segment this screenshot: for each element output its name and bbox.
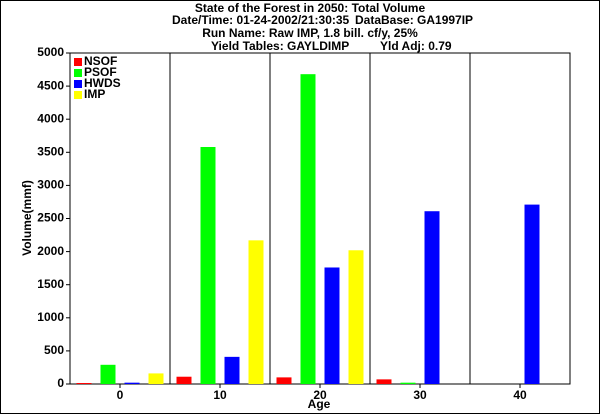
legend-label: HWDS bbox=[84, 76, 121, 90]
bar bbox=[176, 376, 192, 384]
y-tick-label: 1000 bbox=[37, 310, 64, 324]
chart-title: State of the Forest in 2050: Total Volum… bbox=[195, 1, 426, 15]
y-tick-label: 4500 bbox=[37, 78, 64, 92]
y-tick-label: 3500 bbox=[37, 144, 64, 158]
bar bbox=[124, 382, 140, 384]
bar bbox=[424, 211, 440, 384]
legend-label: NSOF bbox=[84, 54, 117, 68]
x-tick-label: 30 bbox=[413, 388, 427, 402]
y-tick-label: 4000 bbox=[37, 111, 64, 125]
legend-label: PSOF bbox=[84, 65, 117, 79]
bar bbox=[148, 373, 164, 384]
info-text: Run Name: Raw IMP, 1.8 bill. cf/y, 25% bbox=[202, 26, 418, 40]
bar bbox=[248, 240, 264, 384]
info-text: DataBase: GA1997IP bbox=[355, 13, 473, 27]
legend-swatch bbox=[74, 91, 82, 99]
y-axis-label: Volume(mmf) bbox=[20, 180, 34, 256]
x-tick-label: 0 bbox=[117, 388, 124, 402]
x-tick-label: 10 bbox=[213, 388, 227, 402]
legend-label: IMP bbox=[84, 87, 105, 101]
bar bbox=[100, 364, 116, 384]
info-text: Yld Adj: 0.79 bbox=[380, 39, 452, 53]
y-tick-label: 500 bbox=[44, 343, 64, 357]
bar bbox=[300, 74, 316, 385]
info-text: Yield Tables: GAYLDIMP bbox=[211, 39, 349, 53]
y-tick-label: 2500 bbox=[37, 211, 64, 225]
y-tick-label: 0 bbox=[57, 376, 64, 390]
legend-swatch bbox=[74, 58, 82, 66]
bar bbox=[324, 267, 340, 384]
bar bbox=[348, 250, 364, 384]
info-text: Date/Time: 01-24-2002/21:30:35 bbox=[172, 13, 350, 27]
legend-swatch bbox=[74, 80, 82, 88]
x-tick-label: 40 bbox=[513, 388, 527, 402]
y-tick-label: 5000 bbox=[37, 45, 64, 59]
bar bbox=[376, 379, 392, 384]
plot-area bbox=[69, 52, 571, 385]
bar bbox=[224, 356, 240, 384]
bar bbox=[200, 147, 216, 384]
bar bbox=[524, 204, 540, 384]
y-tick-label: 3000 bbox=[37, 178, 64, 192]
legend-swatch bbox=[74, 69, 82, 77]
x-axis-label: Age bbox=[308, 397, 331, 411]
x-tick-label: 20 bbox=[313, 388, 327, 402]
bar bbox=[400, 382, 416, 384]
bar bbox=[276, 377, 292, 384]
y-tick-label: 2000 bbox=[37, 244, 64, 258]
y-tick-label: 1500 bbox=[37, 277, 64, 291]
bar bbox=[76, 383, 92, 384]
